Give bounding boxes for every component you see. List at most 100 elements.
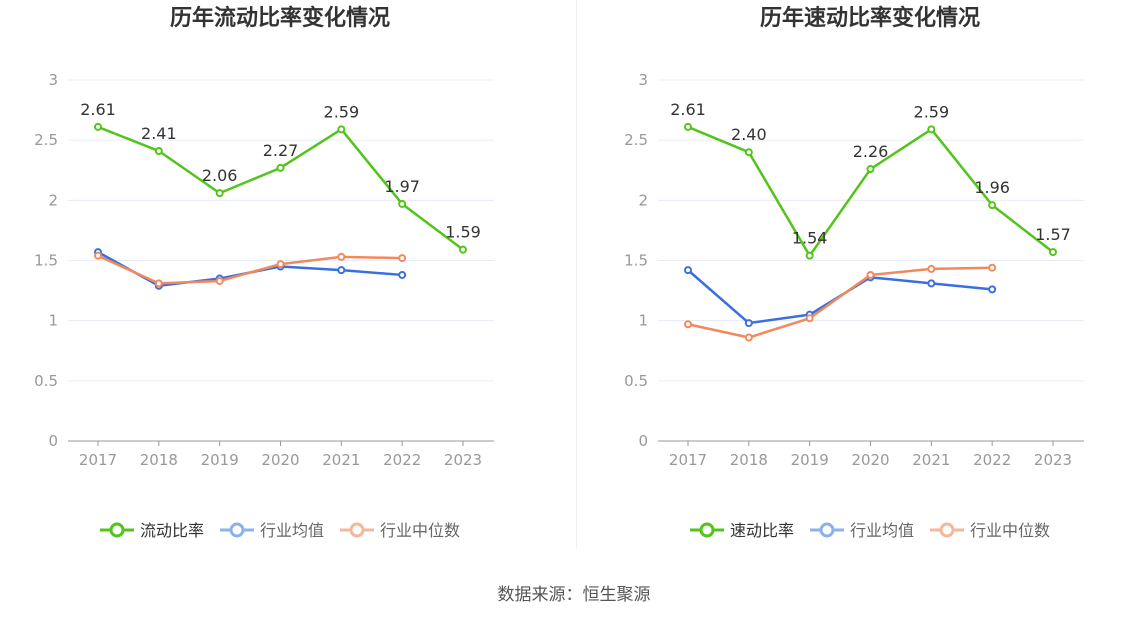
data-point	[215, 276, 224, 285]
legend-item-main: 流动比率	[100, 521, 204, 540]
data-point	[94, 122, 102, 131]
series-avg	[94, 248, 407, 290]
data-point	[398, 254, 407, 263]
data-label: 2.26	[853, 142, 889, 161]
panel-divider	[576, 0, 577, 548]
series-main: 2.61 2.41 2.06 2.27 2.59 1.97 1.59	[80, 100, 481, 254]
data-point	[684, 320, 692, 329]
legend-item-median: 行业中位数	[930, 521, 1050, 540]
x-tick-label: 2018	[730, 451, 768, 469]
legend-label: 行业中位数	[380, 521, 460, 540]
x-tick-label: 2017	[669, 451, 707, 469]
legend-item-median: 行业中位数	[340, 521, 460, 540]
chart-panel-1: 历年流动比率变化情况 0 0.5 1 1.5 2 2.5 3 2017 2018 2019 2020 2…	[34, 5, 494, 540]
data-point	[805, 251, 814, 260]
data-point	[866, 165, 875, 174]
data-label: 1.96	[974, 178, 1010, 197]
data-point	[215, 189, 224, 198]
data-source: 数据来源：恒生聚源	[497, 585, 651, 605]
data-point	[744, 319, 753, 328]
legend-item-avg: 行业均值	[220, 521, 324, 540]
x-tick-label: 2022	[383, 451, 421, 469]
series-main: 2.61 2.40 1.54 2.26 2.59 1.96 1.57	[670, 100, 1071, 260]
y-tick-label: 3	[638, 71, 648, 89]
series-median	[684, 263, 997, 342]
data-label: 2.61	[670, 100, 706, 119]
data-point	[684, 266, 692, 275]
y-tick-label: 2	[48, 191, 58, 209]
data-point	[927, 264, 936, 273]
data-point	[398, 199, 407, 208]
data-point	[94, 251, 102, 260]
chart-title: 历年流动比率变化情况	[170, 5, 390, 31]
y-tick-label: 1	[638, 312, 648, 330]
data-point	[276, 260, 285, 269]
legend-item-main: 速动比率	[690, 521, 794, 540]
legend-label: 行业中位数	[970, 521, 1050, 540]
legend-label: 流动比率	[140, 521, 204, 540]
series-line	[97, 254, 403, 285]
x-tick-label: 2023	[444, 451, 482, 469]
data-point	[337, 266, 346, 275]
data-point	[398, 270, 407, 279]
legend-marker	[939, 522, 955, 538]
x-tick-label: 2019	[791, 451, 829, 469]
data-label: 2.06	[202, 166, 238, 185]
y-tick-label: 3	[48, 71, 58, 89]
x-tick-label: 2020	[851, 451, 889, 469]
y-tick-label: 0	[48, 432, 58, 450]
legend-marker	[229, 522, 245, 538]
y-tick-label: 2	[638, 191, 648, 209]
y-tick-label: 1.5	[34, 252, 58, 270]
x-tick-label: 2018	[140, 451, 178, 469]
x-tick-label: 2021	[912, 451, 950, 469]
data-label: 2.27	[263, 141, 299, 160]
y-tick-label: 1	[48, 312, 58, 330]
y-tick-label: 2.5	[34, 131, 58, 149]
y-tick-label: 0.5	[34, 372, 58, 390]
data-label: 2.40	[731, 125, 767, 144]
data-point	[459, 245, 467, 254]
data-point	[805, 314, 814, 323]
legend-label: 行业均值	[850, 521, 914, 540]
legend-label: 速动比率	[730, 521, 794, 540]
data-point	[744, 148, 753, 157]
data-label: 1.57	[1035, 225, 1071, 244]
data-label: 1.97	[384, 177, 420, 196]
y-tick-label: 0	[638, 432, 648, 450]
legend: 流动比率 行业均值 行业中位数	[100, 521, 460, 540]
data-point	[684, 122, 692, 131]
data-point	[988, 201, 997, 210]
data-point	[988, 263, 997, 272]
y-tick-label: 1.5	[624, 252, 648, 270]
data-point	[154, 279, 163, 288]
data-point	[927, 279, 936, 288]
chart-title: 历年速动比率变化情况	[760, 5, 980, 31]
series-line	[687, 266, 993, 339]
data-point	[154, 146, 163, 155]
data-label: 2.59	[914, 102, 950, 121]
data-label: 2.59	[324, 102, 360, 121]
data-point	[337, 252, 346, 261]
y-tick-label: 0.5	[624, 372, 648, 390]
data-point	[1049, 248, 1057, 257]
legend-item-avg: 行业均值	[810, 521, 914, 540]
y-tick-label: 2.5	[624, 131, 648, 149]
x-tick-label: 2023	[1034, 451, 1072, 469]
data-label: 1.54	[792, 229, 828, 248]
x-tick-label: 2022	[973, 451, 1011, 469]
series-median	[94, 251, 407, 288]
x-tick-label: 2020	[261, 451, 299, 469]
data-point	[988, 285, 997, 294]
legend-label: 行业均值	[260, 521, 324, 540]
data-label: 2.41	[141, 124, 177, 143]
data-label: 1.59	[445, 223, 481, 242]
data-label: 2.61	[80, 100, 116, 119]
chart-panel-2: 历年速动比率变化情况 0 0.5 1 1.5 2 2.5 3 2017 2018 2019 2020 2…	[624, 5, 1084, 540]
legend-marker	[109, 522, 125, 538]
data-point	[744, 333, 753, 342]
data-point	[927, 125, 936, 134]
data-point	[866, 270, 875, 279]
legend-marker	[349, 522, 365, 538]
